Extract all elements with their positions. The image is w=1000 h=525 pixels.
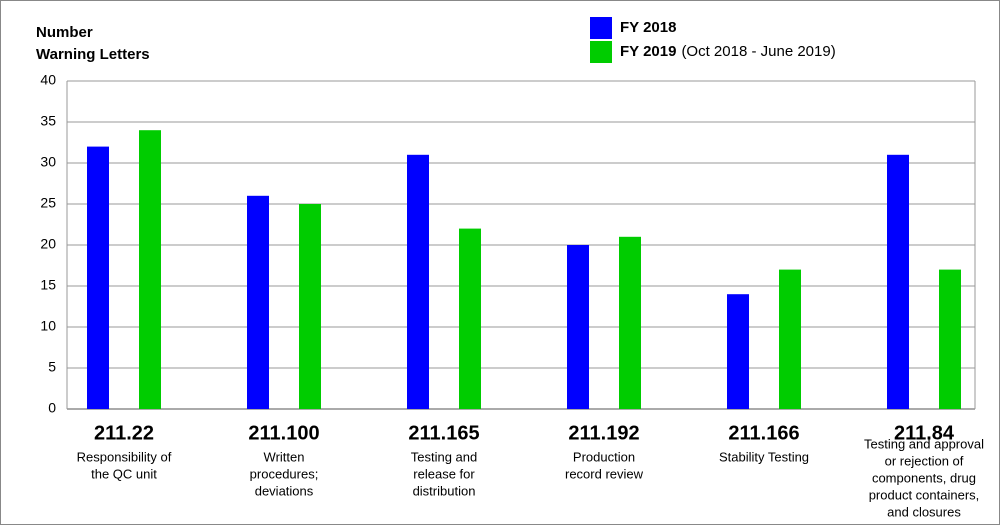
bar	[139, 130, 161, 409]
category-description: Written	[264, 449, 305, 464]
category-description: components, drug	[872, 470, 976, 485]
bar	[87, 146, 109, 409]
legend-swatch	[590, 17, 612, 39]
category-description: record review	[565, 466, 644, 481]
category-description: product containers,	[869, 487, 980, 502]
category-description: release for	[413, 466, 475, 481]
bar	[247, 195, 269, 409]
x-tick-label: 211.84	[894, 422, 955, 444]
y-tick-label: 20	[40, 236, 56, 252]
category-description: Testing and	[411, 449, 478, 464]
y-tick-label: 30	[40, 154, 56, 170]
x-tick-label: 211.192	[568, 422, 639, 444]
x-tick-label: 211.100	[248, 422, 319, 444]
x-tick-label: 211.165	[408, 422, 479, 444]
y-tick-label: 35	[40, 113, 56, 129]
category-description: deviations	[255, 483, 314, 498]
legend-note: (Oct 2018 - June 2019)	[681, 43, 835, 60]
legend-name: FY 2018	[620, 19, 676, 36]
y-tick-label: 25	[40, 195, 56, 211]
bar	[939, 269, 961, 409]
bar	[727, 294, 749, 409]
y-tick-label: 5	[48, 359, 56, 375]
category-description: procedures;	[250, 466, 319, 481]
bar	[299, 204, 321, 409]
category-description: or rejection of	[885, 453, 964, 468]
y-tick-label: 0	[48, 400, 56, 416]
category-description: and closures	[887, 504, 961, 519]
bar	[567, 245, 589, 409]
legend-label: FY 2018	[620, 19, 676, 36]
x-tick-label: 211.22	[94, 422, 154, 444]
y-axis-label: Warning Letters	[36, 46, 150, 63]
category-description: Testing and approval	[864, 436, 984, 451]
category-description: Responsibility of	[77, 449, 172, 464]
y-tick-label: 10	[40, 318, 56, 334]
y-axis-label: Number	[36, 24, 93, 41]
bar	[619, 236, 641, 409]
y-tick-label: 15	[40, 277, 56, 293]
bar	[459, 228, 481, 409]
bar	[887, 154, 909, 409]
category-description: distribution	[413, 483, 476, 498]
bar	[779, 269, 801, 409]
x-tick-label: 211.166	[728, 422, 799, 444]
y-tick-label: 40	[40, 72, 56, 88]
legend-name: FY 2019	[620, 43, 676, 60]
legend-label: FY 2019 (Oct 2018 - June 2019)	[620, 43, 836, 60]
category-description: Production	[573, 449, 635, 464]
category-description: Stability Testing	[719, 449, 809, 464]
bar	[407, 154, 429, 409]
legend-swatch	[590, 41, 612, 63]
category-description: the QC unit	[91, 466, 157, 481]
